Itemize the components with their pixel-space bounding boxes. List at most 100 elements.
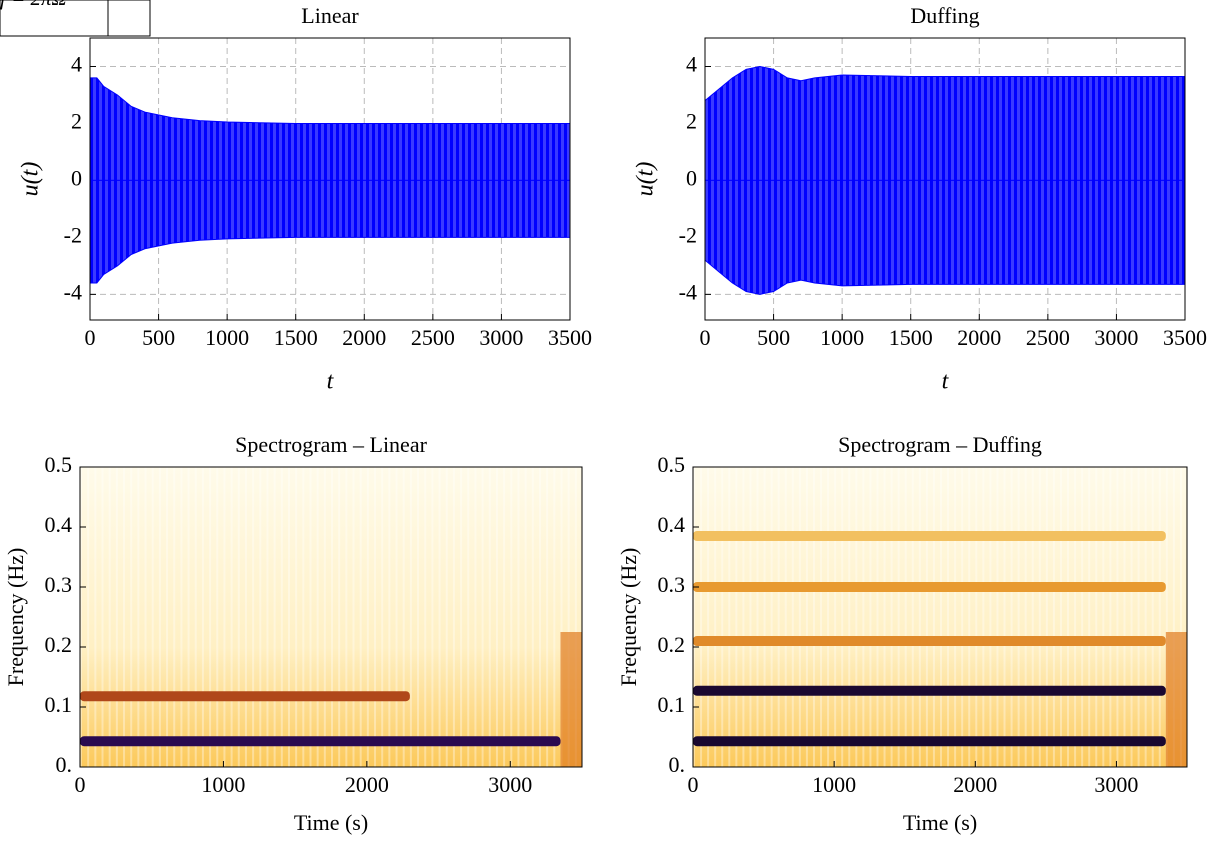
texture [862,467,865,767]
x-tick-label: 3500 [548,325,592,350]
texture [531,467,534,767]
y-tick-label: 0. [669,752,686,777]
texture [820,467,823,767]
texture [1045,467,1048,767]
chart-title: Spectrogram – Linear [235,432,427,457]
x-tick-label: 1500 [889,325,933,350]
texture [770,467,773,767]
texture [714,467,717,767]
texture [1059,467,1062,767]
texture [180,467,183,767]
texture [735,467,738,767]
texture [1130,467,1133,767]
x-axis-label: t [327,369,335,395]
y-axis-label: u(t) [18,162,44,197]
y-tick-label: 0 [71,165,82,190]
texture [1123,467,1126,767]
x-tick-label: 2000 [957,325,1001,350]
y-tick-label: 0 [686,165,697,190]
texture [918,467,921,767]
x-axis-label: Time (s) [294,810,368,835]
texture [1074,467,1077,767]
y-tick-label: -2 [64,222,82,247]
texture [1067,467,1070,767]
texture [402,467,405,767]
texture [855,467,858,767]
texture [302,467,305,767]
frequency-band [693,582,1166,592]
texture [742,467,745,767]
y-tick-label: 0.2 [45,632,73,657]
plot-frame [704,37,1186,321]
texture [700,467,703,767]
y-tick-label: 0.1 [658,692,686,717]
plot-frame [79,466,583,768]
y-axis-label: u(t) [633,162,659,197]
texture [359,467,362,767]
texture [94,467,97,767]
signal-envelope [704,179,1186,295]
frequency-band [693,685,1166,696]
texture [338,467,341,767]
x-tick-label: 3000 [488,772,532,797]
x-tick-label: 2000 [345,772,389,797]
texture [721,467,724,767]
texture [80,467,82,767]
y-tick-label: 0.4 [45,512,73,537]
texture [352,467,355,767]
x-tick-label: 3000 [1094,772,1138,797]
x-tick-label: 2500 [1026,325,1070,350]
plot-frame [89,37,571,321]
texture [158,467,161,767]
texture [309,467,312,767]
texture [87,467,90,767]
texture [481,467,484,767]
texture [331,467,333,767]
y-tick-label: 0.5 [658,452,686,477]
signal-envelope [89,77,571,181]
edge-burst [1165,632,1187,767]
texture [777,467,780,767]
texture [982,467,985,767]
texture [756,467,759,767]
texture [954,467,957,767]
texture [1031,467,1034,767]
texture [524,467,527,767]
texture [438,467,441,767]
texture [123,467,126,767]
texture [280,467,283,767]
texture [115,467,118,767]
texture [374,467,377,767]
texture [187,467,190,767]
x-tick-label: 0 [85,325,96,350]
y-tick-label: -2 [679,222,697,247]
texture [1144,467,1147,767]
y-tick-label: 0. [56,752,73,777]
texture [495,467,498,767]
y-axis-label: Frequency (Hz) [3,548,28,687]
x-tick-label: 3000 [1094,325,1138,350]
texture [1038,467,1041,767]
y-tick-label: -4 [679,279,697,304]
frequency-band [693,531,1166,541]
x-tick-label: 0 [700,325,711,350]
x-tick-label: 3500 [1163,325,1207,350]
frequency-band [693,736,1166,747]
texture [968,467,971,767]
texture [693,467,695,767]
texture [381,467,384,767]
texture [707,467,710,767]
texture [1165,467,1168,767]
texture [989,467,992,767]
texture [474,467,477,767]
y-tick-label: 2 [71,109,82,134]
x-tick-label: 2500 [411,325,455,350]
texture [1052,467,1055,767]
texture [834,467,837,767]
texture [1017,467,1020,767]
texture [975,467,978,767]
texture [1116,467,1119,767]
texture [345,467,348,767]
texture [827,467,830,767]
